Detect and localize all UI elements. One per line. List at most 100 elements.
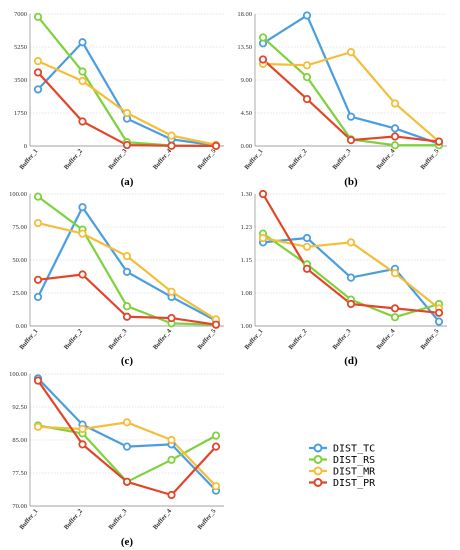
data-point: [302, 72, 312, 82]
data-point: [33, 376, 43, 385]
data-point: [346, 238, 356, 247]
x-tick-label: Buffer_4: [152, 147, 174, 171]
y-tick-label: 1.23: [241, 224, 252, 231]
legend-label: DIST_PR: [333, 478, 376, 489]
chart-panel-2: 0.00 4.50 9.00 13.50 18.00 Buffer_1 Buffer_2 Bu…: [237, 11, 447, 188]
data-point: [33, 422, 43, 431]
x-tick-label: Buffer_1: [18, 148, 39, 171]
x-tick-label: Buffer_5: [196, 507, 218, 531]
data-point: [167, 455, 176, 464]
y-tick-label: 92.50: [12, 404, 27, 411]
panels-group: 0 1750 3500 5250 7000 Buffer_1 Buffer_2 Buffer_…: [9, 11, 447, 548]
data-point: [122, 267, 132, 276]
x-tick-label: Buffer_1: [243, 148, 264, 171]
x-tick-label: Buffer_3: [107, 147, 129, 171]
data-point: [78, 229, 87, 238]
data-point: [302, 11, 312, 20]
data-point: [346, 273, 356, 282]
x-tick-label: Buffer_4: [152, 327, 174, 351]
data-point: [390, 141, 400, 150]
chart-panel-3: 0.00 25.00 50.00 75.00 100.00 Buffer_1 Buffer_…: [9, 191, 224, 367]
data-point: [302, 242, 312, 251]
legend-label: DIST_RS: [333, 455, 375, 466]
data-point: [78, 203, 87, 212]
data-point: [78, 117, 87, 126]
y-tick-label: 1750: [14, 110, 27, 117]
data-point: [33, 85, 43, 94]
y-tick-label: 1.15: [241, 257, 252, 264]
data-point: [211, 320, 221, 329]
chart-panel-4: 1.00 1.08 1.15 1.23 1.30 Buffer_1 Buffer_2 Buff…: [241, 189, 447, 367]
y-tick-label: 4.50: [241, 110, 252, 117]
y-tick-label: 7000: [14, 11, 27, 18]
data-point: [122, 302, 132, 311]
data-point: [33, 68, 43, 77]
panel-label: (e): [121, 536, 134, 548]
data-point: [302, 264, 312, 273]
x-tick-label: Buffer_5: [419, 147, 441, 171]
data-point: [122, 312, 132, 321]
x-tick-label: Buffer_1: [18, 508, 39, 531]
y-tick-label: 100.00: [9, 371, 27, 378]
data-point: [167, 490, 176, 500]
y-tick-label: 50.00: [12, 257, 27, 264]
x-tick-label: Buffer_5: [196, 327, 218, 351]
series-line-dist-pr: [262, 58, 440, 143]
data-point: [302, 94, 312, 104]
data-point: [390, 304, 400, 313]
x-tick-label: Buffer_4: [375, 147, 397, 171]
data-point: [167, 141, 176, 150]
data-point: [122, 108, 132, 118]
data-point: [78, 38, 87, 47]
data-point: [122, 442, 132, 451]
legend-marker: [313, 455, 323, 464]
data-point: [167, 131, 176, 140]
chart-panel-5: 70.00 77.50 85.00 92.50 100.00 Buffer_1 Buffer…: [9, 371, 224, 548]
data-point: [211, 442, 221, 451]
data-point: [33, 12, 43, 21]
legend-marker: [313, 443, 323, 453]
y-tick-label: 25.00: [12, 290, 27, 297]
y-tick-label: 75.00: [12, 224, 27, 231]
y-tick-label: 85.00: [12, 437, 27, 444]
legend-marker: [313, 478, 323, 487]
x-tick-label: Buffer_1: [243, 328, 264, 351]
x-tick-label: Buffer_2: [287, 328, 308, 351]
legend-item: DIST_RS: [309, 455, 375, 466]
y-tick-label: 9.00: [241, 77, 252, 84]
data-point: [33, 292, 43, 302]
data-point: [122, 477, 132, 486]
x-tick-label: Buffer_2: [63, 148, 84, 171]
data-point: [390, 313, 400, 322]
legend-label: DIST_MR: [333, 467, 376, 478]
panel-label: (a): [121, 176, 134, 188]
data-point: [346, 136, 356, 145]
data-point: [211, 482, 221, 491]
data-point: [346, 48, 356, 57]
legend-item: DIST_PR: [309, 478, 376, 489]
y-tick-label: 100.00: [9, 191, 27, 198]
data-point: [434, 317, 444, 326]
y-tick-label: 1.08: [241, 290, 252, 297]
series-line-dist-tc: [37, 377, 217, 492]
data-point: [211, 141, 221, 151]
y-tick-label: 70.00: [12, 503, 27, 510]
data-point: [78, 440, 87, 449]
legend-label: DIST_TC: [333, 444, 375, 455]
y-tick-label: 18.00: [237, 11, 252, 18]
x-tick-label: Buffer_3: [331, 147, 353, 171]
x-tick-label: Buffer_2: [63, 328, 84, 351]
chart-panel-1: 0 1750 3500 5250 7000 Buffer_1 Buffer_2 Buffer_…: [14, 11, 224, 188]
data-point: [167, 435, 176, 445]
series-line-dist-rs: [37, 424, 217, 483]
data-point: [390, 124, 400, 133]
y-tick-label: 0: [24, 143, 27, 150]
y-tick-label: 5250: [14, 44, 27, 51]
data-point: [78, 270, 87, 279]
data-point: [122, 251, 132, 261]
y-tick-label: 1.30: [241, 191, 252, 198]
x-tick-label: Buffer_2: [63, 508, 84, 531]
x-tick-label: Buffer_1: [18, 328, 39, 351]
data-point: [302, 233, 312, 243]
